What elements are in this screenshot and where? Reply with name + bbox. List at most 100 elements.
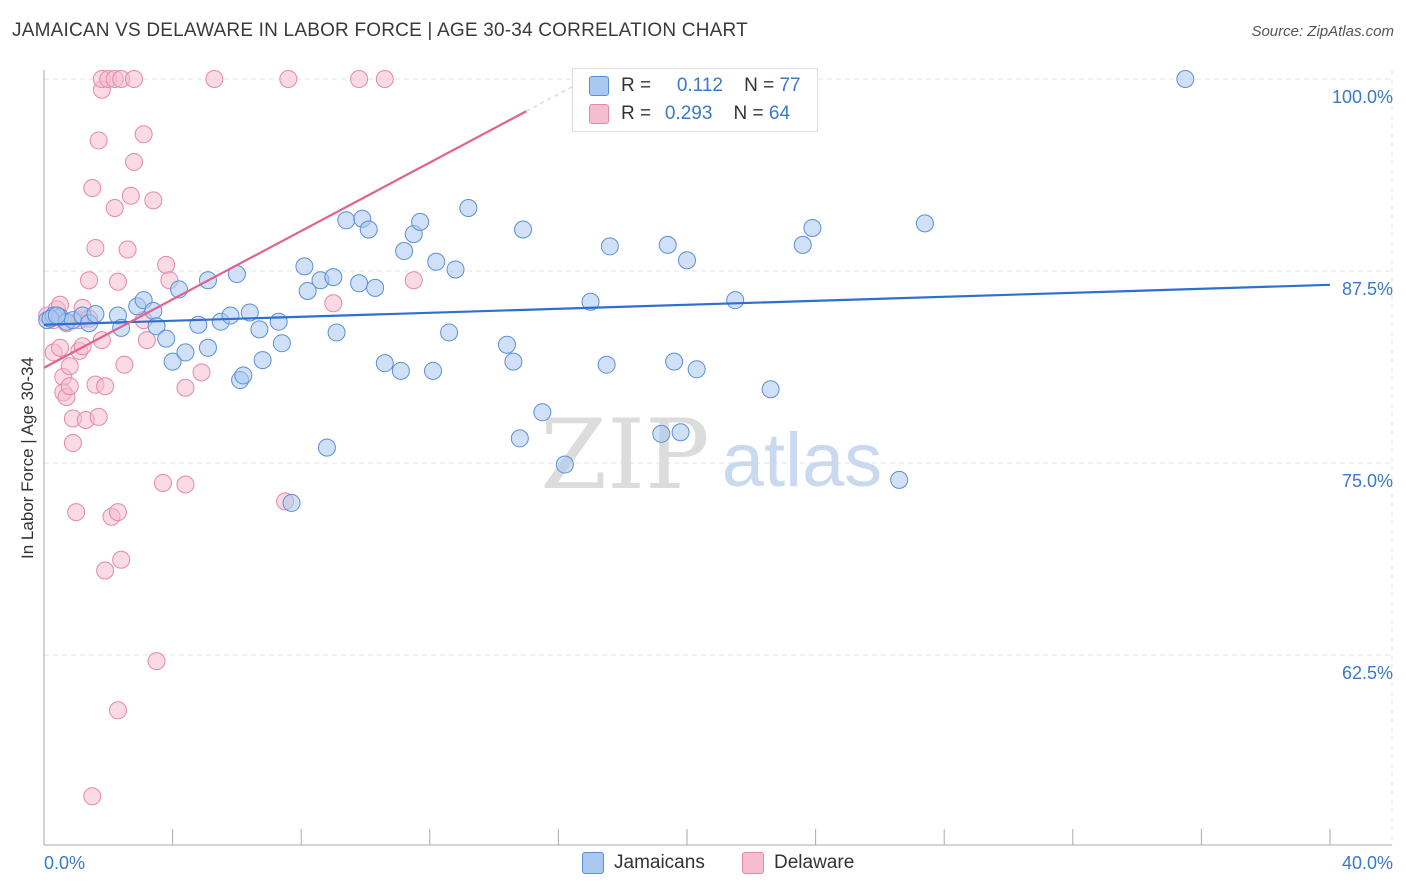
jamaican-point xyxy=(359,220,378,239)
jamaican-point xyxy=(253,351,272,370)
delaware-point xyxy=(404,271,423,290)
jamaican-point xyxy=(597,355,616,374)
jamaican-point xyxy=(803,218,822,237)
legend-item-delaware[interactable]: Delaware xyxy=(742,852,854,874)
jamaican-r-value: 0.112 xyxy=(676,75,723,96)
jamaican-point xyxy=(459,199,478,218)
jamaican-point xyxy=(221,306,240,325)
delaware-point xyxy=(105,199,124,218)
jamaican-point xyxy=(375,354,394,373)
delaware-point xyxy=(112,550,131,569)
watermark: ZIP atlas xyxy=(540,399,882,511)
axes xyxy=(43,70,1392,846)
tick-labels: 100.0% 87.5% 75.0% 62.5% 0.0% 40.0% xyxy=(44,87,1393,873)
watermark-zip: ZIP xyxy=(540,399,709,511)
delaware-point xyxy=(375,70,394,88)
jamaican-points xyxy=(38,70,1195,512)
jamaican-point xyxy=(324,268,343,287)
delaware-point xyxy=(96,377,115,396)
delaware-point xyxy=(157,255,176,274)
jamaican-point xyxy=(176,343,195,362)
jamaican-point xyxy=(793,235,812,254)
delaware-point xyxy=(147,652,166,671)
delaware-point xyxy=(137,331,156,350)
jamaican-point xyxy=(678,251,696,270)
y-tick-label: 62.5% xyxy=(1342,663,1393,683)
delaware-point xyxy=(279,70,298,88)
delaware-point xyxy=(83,787,102,806)
delaware-swatch-bottom xyxy=(742,852,764,874)
jamaican-point xyxy=(671,423,690,442)
jamaican-point xyxy=(915,214,934,233)
delaware-point xyxy=(89,407,108,426)
delaware-point xyxy=(125,70,144,88)
delaware-point xyxy=(108,272,127,291)
jamaican-point xyxy=(658,235,677,254)
delaware-point xyxy=(89,131,108,150)
jamaican-point xyxy=(298,281,317,300)
grid-lines xyxy=(44,70,1393,845)
jamaican-point xyxy=(337,211,356,230)
y-tick-label: 75.0% xyxy=(1342,471,1393,491)
delaware-point xyxy=(205,70,224,88)
delaware-point xyxy=(134,125,153,144)
jamaican-point xyxy=(652,424,671,443)
jamaican-point xyxy=(234,366,253,385)
jamaican-point xyxy=(395,242,414,261)
jamaicans-label: Jamaicans xyxy=(614,852,705,873)
delaware-trend-line xyxy=(43,110,527,369)
jamaican-point xyxy=(144,301,163,320)
jamaican-point xyxy=(510,429,529,448)
jamaican-point xyxy=(1176,70,1195,88)
jamaican-point xyxy=(317,438,336,457)
legend-item-jamaicans[interactable]: Jamaicans xyxy=(582,852,705,874)
n-label: N = xyxy=(733,103,764,124)
jamaican-point xyxy=(282,493,301,512)
delaware-point xyxy=(60,357,79,376)
delaware-n-value: 64 xyxy=(768,103,791,124)
delaware-point xyxy=(144,191,163,210)
jamaican-point xyxy=(157,329,176,348)
jamaican-point xyxy=(600,237,619,256)
chart-title: JAMAICAN VS DELAWARE IN LABOR FORCE | AG… xyxy=(12,20,748,41)
jamaican-point xyxy=(269,312,288,331)
jamaican-point xyxy=(533,403,552,422)
delaware-points xyxy=(38,70,423,806)
legend-row-delaware: R = 0.293 N = 64 xyxy=(589,103,790,125)
jamaicans-swatch xyxy=(582,852,604,874)
jamaican-point xyxy=(163,352,182,371)
legend-row-jamaican: R = 0.112 N = 77 xyxy=(589,75,801,97)
delaware-point xyxy=(115,355,134,374)
y-tick-label: 87.5% xyxy=(1342,279,1393,299)
n-label: N = xyxy=(744,75,775,96)
x-tick-label-max: 40.0% xyxy=(1342,853,1393,873)
jamaican-point xyxy=(47,306,66,325)
delaware-point xyxy=(63,434,82,453)
jamaican-point xyxy=(295,257,314,276)
delaware-label: Delaware xyxy=(774,852,855,873)
jamaican-point xyxy=(890,470,909,489)
jamaican-point xyxy=(504,352,523,371)
delaware-point xyxy=(67,503,86,522)
jamaican-point xyxy=(366,278,385,297)
delaware-r-value: 0.293 xyxy=(664,103,713,124)
source-label: Source: ZipAtlas.com xyxy=(1251,23,1394,40)
jamaican-point xyxy=(514,220,533,239)
jamaican-point xyxy=(665,352,684,371)
jamaican-trend-line xyxy=(43,283,1331,326)
jamaican-point xyxy=(327,323,346,342)
jamaican-n-value: 77 xyxy=(779,75,801,96)
delaware-point xyxy=(125,152,144,171)
jamaican-point xyxy=(198,338,217,357)
delaware-point xyxy=(153,473,172,492)
correlation-legend: R = 0.112 N = 77 R = 0.293 N = 64 xyxy=(572,68,818,132)
delaware-point xyxy=(80,271,99,290)
y-tick-label: 100.0% xyxy=(1332,87,1393,107)
jamaican-point xyxy=(272,334,291,353)
delaware-point xyxy=(118,240,137,259)
delaware-point xyxy=(51,338,70,357)
delaware-point xyxy=(83,179,102,198)
jamaican-point xyxy=(761,380,780,399)
jamaican-point xyxy=(250,320,269,339)
delaware-point xyxy=(176,378,195,397)
